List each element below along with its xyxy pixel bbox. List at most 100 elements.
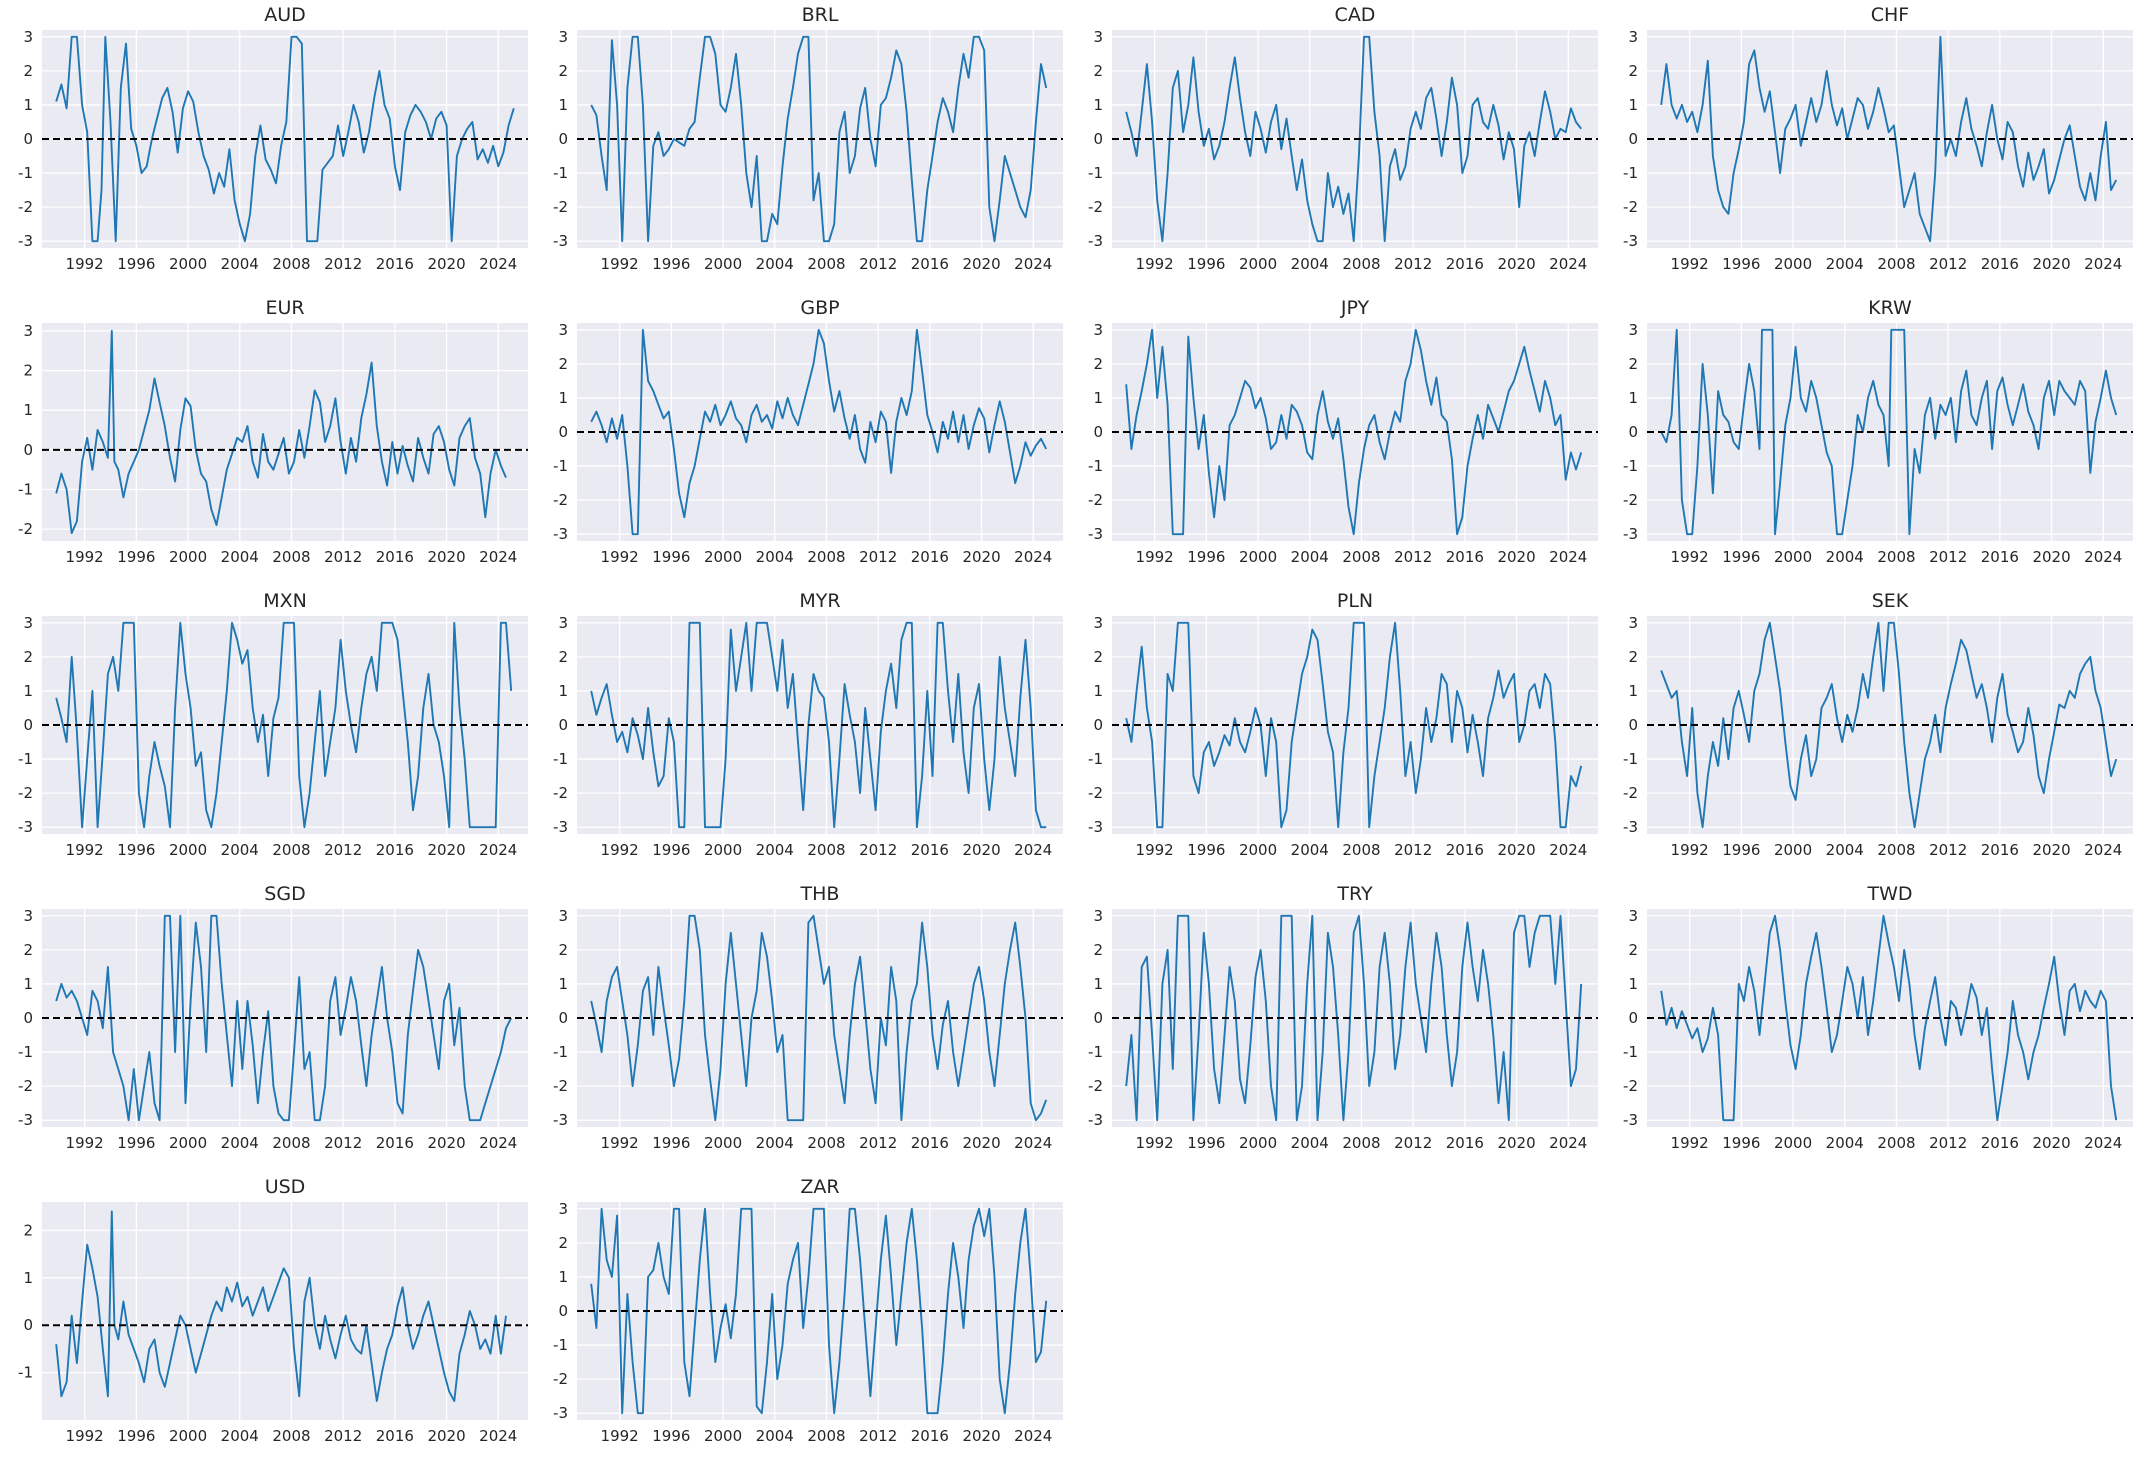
x-tick-label: 2016 [1446,548,1484,566]
x-tick-label: 1992 [601,548,639,566]
y-tick-label: 1 [1628,975,1638,993]
x-tick-label: 2012 [1394,1134,1432,1152]
panel-eur: EUR -2 -1 0 1 2 3 1992 1996 2000 2004 2008 2012 2016 2… [2,295,532,571]
y-tick-label: 3 [558,1200,568,1218]
x-tick-label: 2024 [2084,841,2122,859]
chart-myr: MYR -3 -2 -1 0 1 2 3 1992 1996 2000 2004 2008 2012 201… [553,590,1063,859]
x-tick-label: 1992 [66,1427,104,1445]
x-tick-label: 2024 [1014,1134,1052,1152]
x-tick-label: 2020 [427,841,465,859]
y-tick-label: 3 [23,322,33,340]
x-tick-label: 1996 [652,841,690,859]
x-tick-label: 2012 [1394,255,1432,273]
y-tick-label: 3 [23,28,33,46]
x-tick-label: 2000 [704,1134,742,1152]
x-tick-label: 2024 [479,1134,517,1152]
series-line-chf [1660,35,2118,243]
x-tick-label: 2012 [859,1427,897,1445]
y-tick-label: 1 [23,401,33,419]
x-tick-label: 2020 [1497,1134,1535,1152]
chart-title: JPY [1340,297,1370,319]
y-tick-label: 1 [558,975,568,993]
series-line-thb [590,914,1048,1122]
x-tick-label: 2016 [1981,548,2019,566]
y-tick-label: 0 [558,1302,568,1320]
x-tick-label: 2000 [1239,841,1277,859]
x-tick-label: 2004 [1291,841,1329,859]
chart-title: BRL [802,4,839,26]
y-tick-label: -3 [1623,525,1638,543]
y-tick-label: -3 [1623,818,1638,836]
x-tick-label: 2004 [1291,1134,1329,1152]
chart-pln: PLN -3 -2 -1 0 1 2 3 1992 1996 2000 2004 2008 2012 201… [1088,590,1598,859]
y-tick-label: -1 [18,1364,33,1382]
y-tick-label: 3 [1628,614,1638,632]
panel-pln: PLN -3 -2 -1 0 1 2 3 1992 1996 2000 2004 2008 2012 201… [1072,588,1602,864]
x-tick-label: 2016 [911,255,949,273]
x-tick-label: 2012 [1929,841,1967,859]
series-line-aud [55,35,515,243]
y-tick-label: -3 [1623,1111,1638,1129]
series-line-sgd [55,914,513,1122]
x-tick-label: 2020 [962,255,1000,273]
panel-brl: BRL -3 -2 -1 0 1 2 3 1992 1996 2000 2004 2008 2012 201… [537,2,1067,278]
y-tick-label: -2 [1623,198,1638,216]
y-tick-label: 0 [23,441,33,459]
x-tick-label: 2016 [1446,1134,1484,1152]
panel-jpy: JPY -3 -2 -1 0 1 2 3 1992 1996 2000 2004 2008 2012 201… [1072,295,1602,571]
x-tick-label: 1992 [66,548,104,566]
y-tick-label: -3 [1088,818,1103,836]
chart-eur: EUR -2 -1 0 1 2 3 1992 1996 2000 2004 2008 2012 2016 2… [18,297,528,566]
panel-chf: CHF -3 -2 -1 0 1 2 3 1992 1996 2000 2004 2008 2012 201… [1607,2,2137,278]
y-tick-label: 3 [1628,321,1638,339]
chart-title: TWD [1866,883,1912,905]
y-tick-label: -3 [553,232,568,250]
x-tick-label: 2000 [704,255,742,273]
x-tick-label: 2024 [1014,255,1052,273]
y-tick-label: 1 [23,975,33,993]
chart-title: SGD [264,883,305,905]
x-tick-label: 1992 [1136,255,1174,273]
panel-sek: SEK -3 -2 -1 0 1 2 3 1992 1996 2000 2004 2008 2012 201… [1607,588,2137,864]
x-tick-label: 2016 [1446,841,1484,859]
x-tick-label: 2024 [1549,548,1587,566]
chart-title: AUD [264,4,306,26]
x-tick-label: 2000 [1774,548,1812,566]
chart-twd: TWD -3 -2 -1 0 1 2 3 1992 1996 2000 2004 2008 2012 201… [1623,883,2133,1152]
x-tick-label: 2020 [962,1134,1000,1152]
x-tick-label: 1992 [601,255,639,273]
x-tick-label: 2000 [1774,841,1812,859]
x-tick-label: 2024 [479,255,517,273]
chart-title: SEK [1872,590,1909,612]
x-tick-label: 2024 [2084,1134,2122,1152]
panel-gbp: GBP -3 -2 -1 0 1 2 3 1992 1996 2000 2004 2008 2012 201… [537,295,1067,571]
panel-cad: CAD -3 -2 -1 0 1 2 3 1992 1996 2000 2004 2008 2012 201… [1072,2,1602,278]
y-tick-label: 2 [23,362,33,380]
x-tick-label: 2016 [911,548,949,566]
series-line-mxn [55,621,513,829]
x-tick-label: 1992 [1671,548,1709,566]
y-tick-label: -2 [553,491,568,509]
y-tick-label: -1 [18,750,33,768]
y-tick-label: 3 [1628,28,1638,46]
y-tick-label: -3 [553,1404,568,1422]
x-tick-label: 2004 [221,1134,259,1152]
y-tick-label: 3 [558,28,568,46]
x-tick-label: 2020 [427,1134,465,1152]
x-tick-label: 2012 [859,841,897,859]
x-tick-label: 2000 [1774,1134,1812,1152]
y-tick-label: -2 [1088,1077,1103,1095]
chart-brl: BRL -3 -2 -1 0 1 2 3 1992 1996 2000 2004 2008 2012 201… [553,4,1063,273]
y-tick-label: 0 [1093,130,1103,148]
chart-cad: CAD -3 -2 -1 0 1 2 3 1992 1996 2000 2004 2008 2012 201… [1088,4,1598,273]
y-tick-label: 2 [23,941,33,959]
x-tick-label: 1992 [66,255,104,273]
y-tick-label: 1 [1093,389,1103,407]
x-tick-label: 2008 [1877,255,1915,273]
y-tick-label: 1 [1093,975,1103,993]
y-tick-label: -1 [553,164,568,182]
x-tick-label: 1996 [652,1134,690,1152]
chart-jpy: JPY -3 -2 -1 0 1 2 3 1992 1996 2000 2004 2008 2012 201… [1088,297,1598,566]
series-line-usd [55,1210,507,1402]
y-tick-label: 3 [1093,321,1103,339]
